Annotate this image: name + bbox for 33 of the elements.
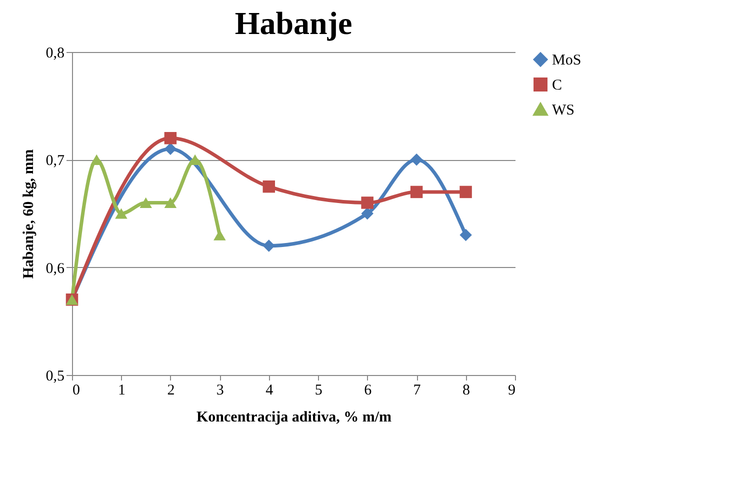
point xyxy=(164,142,177,156)
point xyxy=(361,207,374,220)
y-tick-label: 0,7 xyxy=(46,153,65,170)
point xyxy=(460,186,472,198)
x-tick-label: 2 xyxy=(167,382,175,398)
point xyxy=(410,154,423,166)
legend-label: MoS xyxy=(552,52,582,68)
point xyxy=(214,230,226,240)
x-tick-label: 4 xyxy=(266,382,274,398)
point xyxy=(164,132,177,144)
point xyxy=(115,208,128,219)
y-tick-label: 0,5 xyxy=(46,368,64,384)
x-tick-label: 9 xyxy=(508,382,516,398)
chart-title: Habanje xyxy=(234,5,352,41)
x-tick-label: 1 xyxy=(118,382,126,398)
legend-label: WS xyxy=(552,102,574,118)
y-axis-title: Habanje, 60 kg, mm xyxy=(20,148,37,279)
y-tick-label: 0,6 xyxy=(46,260,65,277)
point xyxy=(140,197,152,208)
legend-label: C xyxy=(552,78,562,94)
x-tick-label: 8 xyxy=(462,382,470,398)
point xyxy=(262,180,276,193)
point xyxy=(410,186,423,198)
x-tick-label: 7 xyxy=(413,382,422,398)
x-tick-label: 0 xyxy=(72,382,80,398)
x-tick-label: 5 xyxy=(314,382,322,398)
x-tick-label: 3 xyxy=(216,382,224,398)
x-axis-title: Koncentracija aditiva, % m/m xyxy=(196,410,392,426)
point xyxy=(460,228,472,242)
point xyxy=(361,196,374,209)
y-tick-label: 0,8 xyxy=(46,46,64,62)
point xyxy=(164,197,177,208)
x-tick-label: 6 xyxy=(364,382,372,398)
